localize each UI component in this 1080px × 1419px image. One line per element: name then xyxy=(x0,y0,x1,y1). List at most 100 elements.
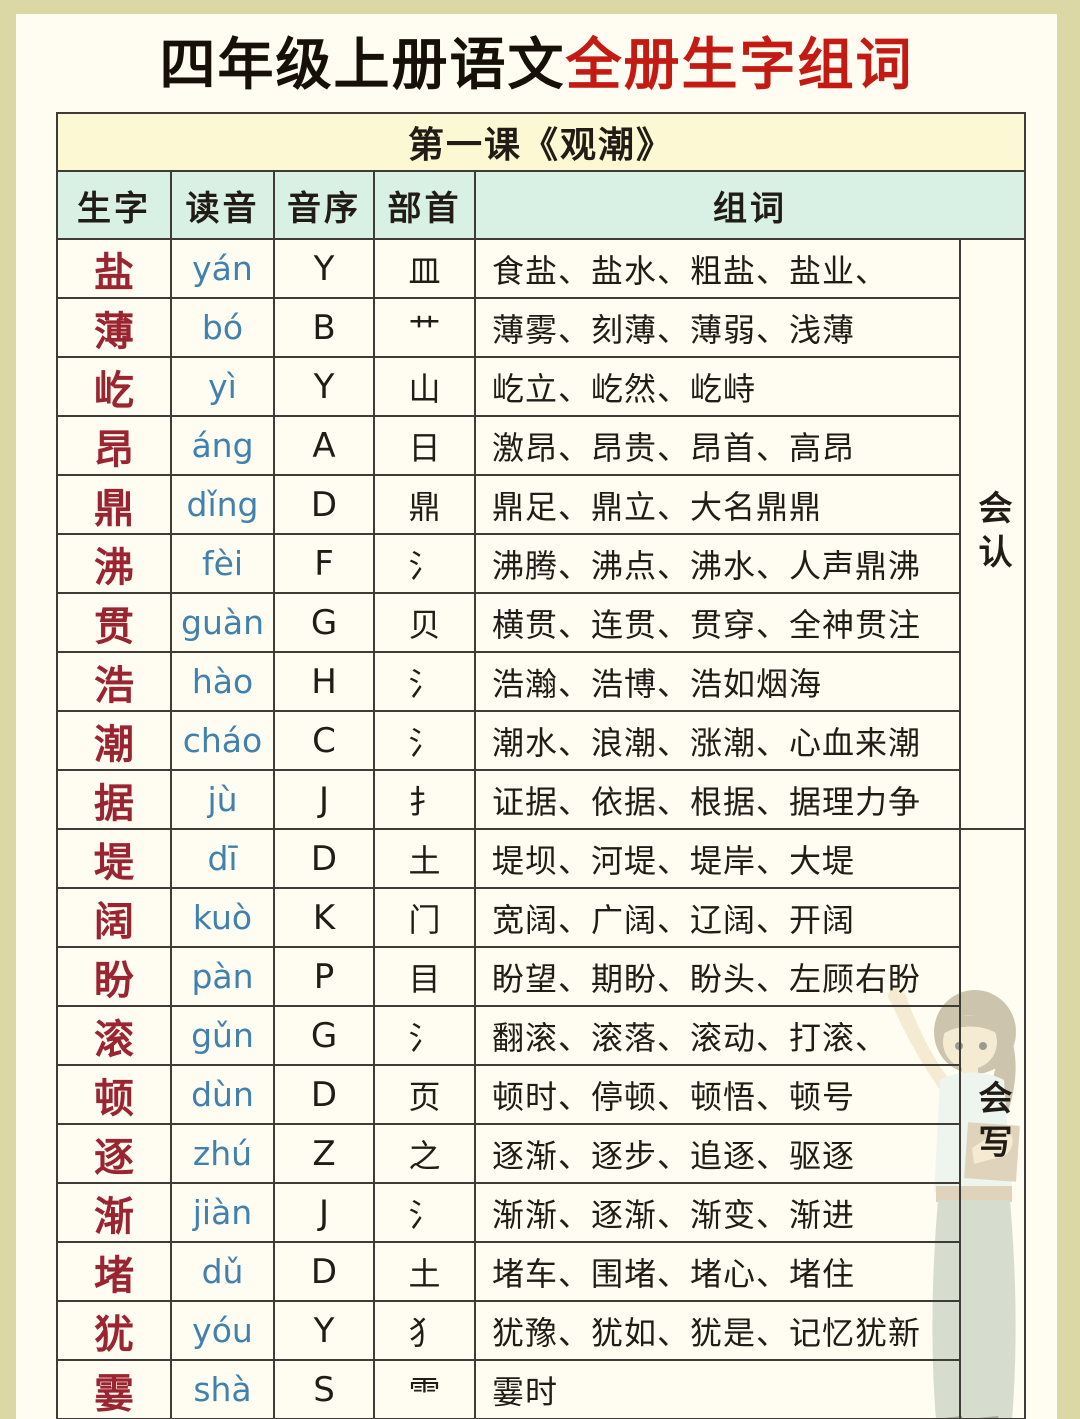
stamp-border-left xyxy=(26,22,32,1419)
initial-cell: Y xyxy=(275,358,375,417)
char-cell: 据 xyxy=(58,771,172,830)
char-cell: 盼 xyxy=(58,948,172,1007)
radical-cell: 土 xyxy=(375,1243,476,1302)
initial-cell: G xyxy=(275,1007,375,1066)
radical-cell: 之 xyxy=(375,1125,476,1184)
radical-cell: 艹 xyxy=(375,299,476,358)
words-cell: 食盐、盐水、粗盐、盐业、 xyxy=(476,240,961,299)
radical-cell: 扌 xyxy=(375,771,476,830)
words-cell: 证据、依据、根据、据理力争 xyxy=(476,771,961,830)
stamp-border-right xyxy=(1034,22,1040,1419)
radical-cell: 氵 xyxy=(375,1007,476,1066)
column-header-words: 组词 xyxy=(476,172,1026,240)
words-cell: 霎时 xyxy=(476,1361,961,1419)
words-cell: 沸腾、沸点、沸水、人声鼎沸 xyxy=(476,535,961,594)
initial-cell: H xyxy=(275,653,375,712)
pinyin-cell: hào xyxy=(172,653,275,712)
char-cell: 阔 xyxy=(58,889,172,948)
words-cell: 盼望、期盼、盼头、左顾右盼 xyxy=(476,948,961,1007)
char-cell: 潮 xyxy=(58,712,172,771)
words-cell: 屹立、屹然、屹峙 xyxy=(476,358,961,417)
words-cell: 潮水、浪潮、涨潮、心血来潮 xyxy=(476,712,961,771)
pinyin-cell: bó xyxy=(172,299,275,358)
initial-cell: C xyxy=(275,712,375,771)
char-cell: 犹 xyxy=(58,1302,172,1361)
words-cell: 堵车、围堵、堵心、堵住 xyxy=(476,1243,961,1302)
radical-cell: 贝 xyxy=(375,594,476,653)
radical-cell: 山 xyxy=(375,358,476,417)
pinyin-cell: jù xyxy=(172,771,275,830)
words-cell: 逐渐、逐步、追逐、驱逐 xyxy=(476,1125,961,1184)
initial-cell: B xyxy=(275,299,375,358)
initial-cell: D xyxy=(275,1066,375,1125)
initial-cell: F xyxy=(275,535,375,594)
initial-cell: Y xyxy=(275,240,375,299)
page-title: 四年级上册语文全册生字组词 xyxy=(16,32,1057,99)
radical-cell: 门 xyxy=(375,889,476,948)
column-header-radical: 部首 xyxy=(375,172,476,240)
initial-cell: K xyxy=(275,889,375,948)
column-header-initial: 音序 xyxy=(275,172,375,240)
initial-cell: D xyxy=(275,476,375,535)
stamp-border-top xyxy=(26,22,1040,28)
pinyin-cell: dī xyxy=(172,830,275,889)
words-cell: 薄雾、刻薄、薄弱、浅薄 xyxy=(476,299,961,358)
char-cell: 沸 xyxy=(58,535,172,594)
pinyin-cell: dùn xyxy=(172,1066,275,1125)
initial-cell: P xyxy=(275,948,375,1007)
words-cell: 堤坝、河堤、堤岸、大堤 xyxy=(476,830,961,889)
group-label-write: 会写 xyxy=(961,830,1026,1419)
pinyin-cell: yán xyxy=(172,240,275,299)
pinyin-cell: kuò xyxy=(172,889,275,948)
radical-cell: ⻗ xyxy=(375,1361,476,1419)
radical-cell: 氵 xyxy=(375,535,476,594)
radical-cell: 氵 xyxy=(375,1184,476,1243)
pinyin-cell: pàn xyxy=(172,948,275,1007)
char-cell: 渐 xyxy=(58,1184,172,1243)
initial-cell: D xyxy=(275,830,375,889)
initial-cell: G xyxy=(275,594,375,653)
lesson-header: 第一课《观潮》 xyxy=(58,114,1026,172)
words-cell: 顿时、停顿、顿悟、顿号 xyxy=(476,1066,961,1125)
initial-cell: D xyxy=(275,1243,375,1302)
radical-cell: 犭 xyxy=(375,1302,476,1361)
char-cell: 堵 xyxy=(58,1243,172,1302)
words-cell: 激昂、昂贵、昂首、高昂 xyxy=(476,417,961,476)
radical-cell: 皿 xyxy=(375,240,476,299)
words-cell: 渐渐、逐渐、渐变、渐进 xyxy=(476,1184,961,1243)
pinyin-cell: cháo xyxy=(172,712,275,771)
group-label-recognize: 会认 xyxy=(961,240,1026,830)
char-cell: 盐 xyxy=(58,240,172,299)
column-header-pinyin: 读音 xyxy=(172,172,275,240)
words-cell: 犹豫、犹如、犹是、记忆犹新 xyxy=(476,1302,961,1361)
char-cell: 屹 xyxy=(58,358,172,417)
radical-cell: 氵 xyxy=(375,653,476,712)
pinyin-cell: áng xyxy=(172,417,275,476)
initial-cell: Z xyxy=(275,1125,375,1184)
initial-cell: J xyxy=(275,1184,375,1243)
initial-cell: S xyxy=(275,1361,375,1419)
char-cell: 堤 xyxy=(58,830,172,889)
words-cell: 翻滚、滚落、滚动、打滚、 xyxy=(476,1007,961,1066)
pinyin-cell: dǐng xyxy=(172,476,275,535)
pinyin-cell: yì xyxy=(172,358,275,417)
vocab-table: 第一课《观潮》 生字 读音 音序 部首 组词 会认 会写 盐 yán Y 皿 食… xyxy=(56,112,1026,1419)
char-cell: 昂 xyxy=(58,417,172,476)
char-cell: 鼎 xyxy=(58,476,172,535)
words-cell: 宽阔、广阔、辽阔、开阔 xyxy=(476,889,961,948)
radical-cell: 目 xyxy=(375,948,476,1007)
initial-cell: J xyxy=(275,771,375,830)
initial-cell: A xyxy=(275,417,375,476)
words-cell: 鼎足、鼎立、大名鼎鼎 xyxy=(476,476,961,535)
page-title-red-part: 全册生字组词 xyxy=(565,32,914,98)
column-header-char: 生字 xyxy=(58,172,172,240)
pinyin-cell: yóu xyxy=(172,1302,275,1361)
pinyin-cell: guàn xyxy=(172,594,275,653)
radical-cell: 土 xyxy=(375,830,476,889)
char-cell: 薄 xyxy=(58,299,172,358)
char-cell: 顿 xyxy=(58,1066,172,1125)
worksheet-page: 四年级上册语文全册生字组词 xyxy=(16,14,1057,1419)
char-cell: 滚 xyxy=(58,1007,172,1066)
initial-cell: Y xyxy=(275,1302,375,1361)
pinyin-cell: shà xyxy=(172,1361,275,1419)
